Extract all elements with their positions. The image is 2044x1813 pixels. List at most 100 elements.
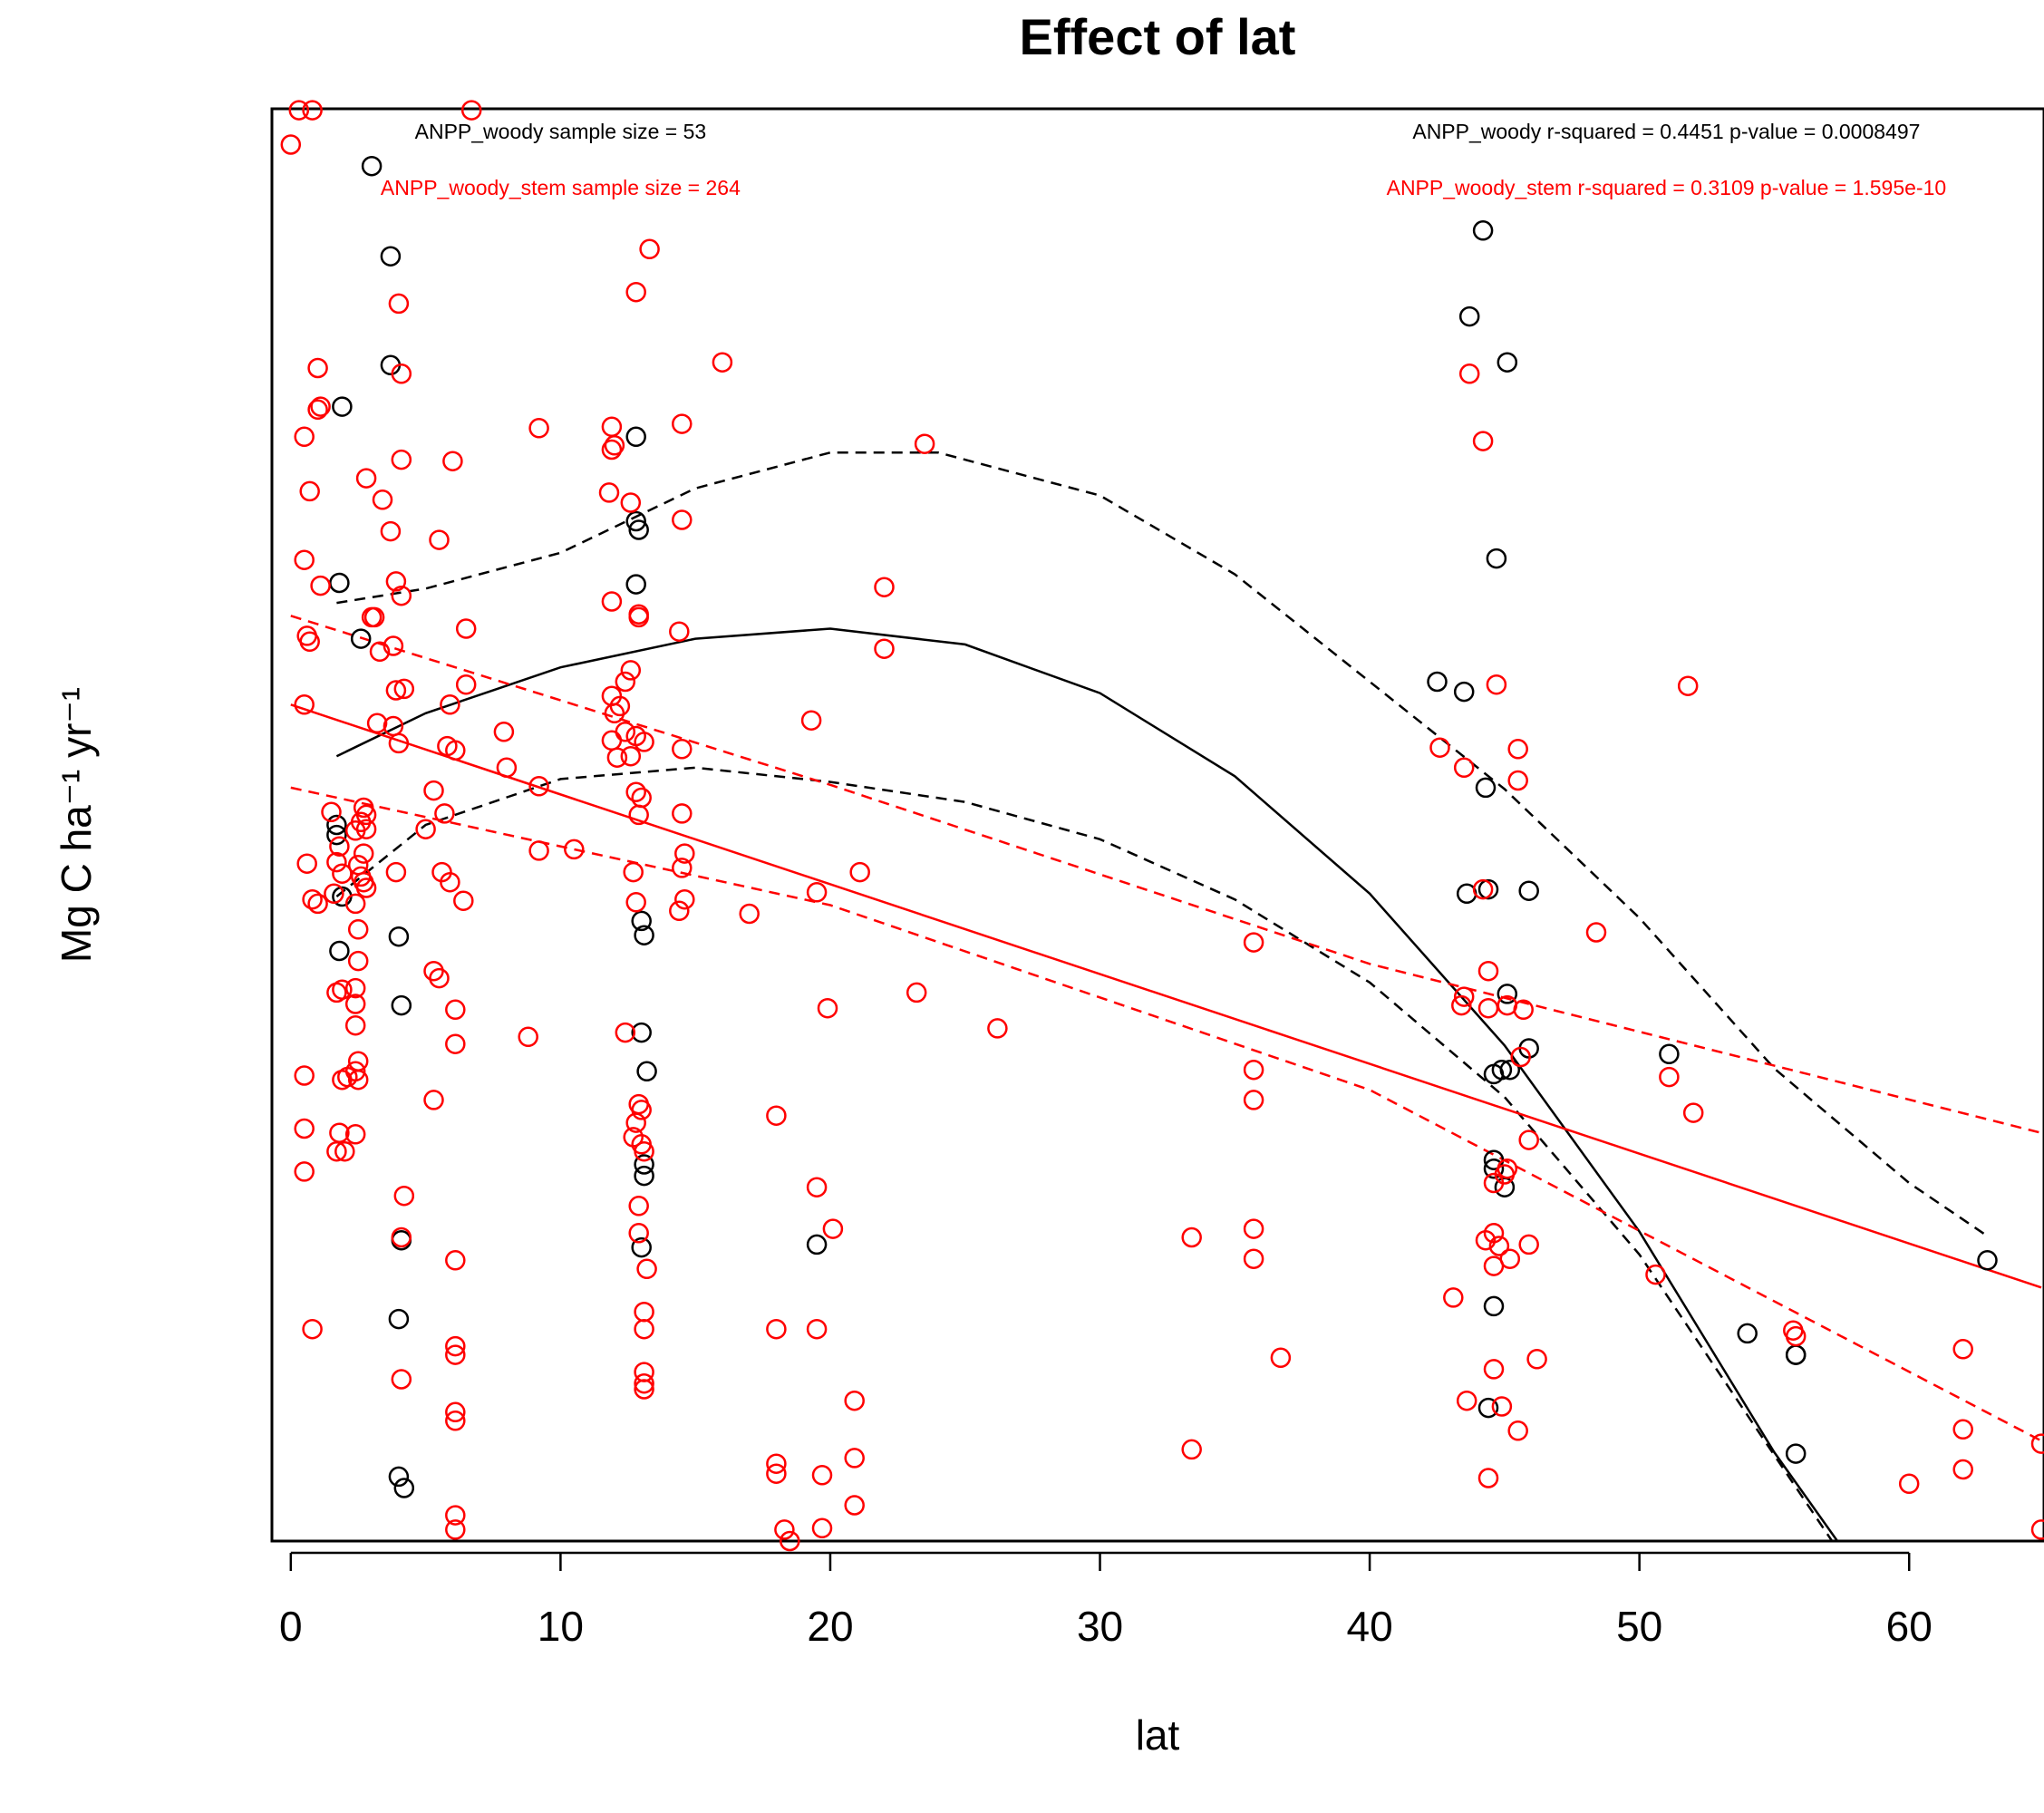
point-woody-stem-20 <box>302 1318 323 1340</box>
point-woody-stem-204 <box>1518 1129 1539 1150</box>
point-woody-0 <box>361 155 383 177</box>
point-woody-stem-192 <box>1472 431 1494 451</box>
point-woody-stem-181 <box>1181 1226 1202 1248</box>
point-woody-stem-70 <box>385 861 407 883</box>
point-woody-stem-143 <box>634 1372 654 1394</box>
fit-line-6 <box>290 786 2042 1442</box>
point-woody-stem-39 <box>344 977 366 999</box>
point-woody-stem-176 <box>874 577 895 597</box>
point-woody-stem-147 <box>712 352 733 373</box>
point-woody-stem-168 <box>844 1495 865 1516</box>
point-woody-stem-16 <box>307 893 328 915</box>
x-axis-label: lat <box>1136 1711 1180 1759</box>
point-woody-stem-171 <box>811 1465 833 1486</box>
point-woody-stem-98 <box>445 1519 466 1540</box>
point-woody-6 <box>628 519 649 540</box>
point-woody-15 <box>391 994 412 1016</box>
point-woody-stem-6 <box>310 396 331 417</box>
point-woody-stem-36 <box>344 893 366 915</box>
point-woody-13 <box>329 940 350 962</box>
point-woody-stem-2 <box>302 100 323 121</box>
point-woody-stem-154 <box>672 858 693 878</box>
point-woody-stem-68 <box>391 364 412 384</box>
point-woody-49 <box>1737 1323 1758 1344</box>
point-woody-7 <box>625 574 646 595</box>
point-woody-stem-194 <box>1507 739 1528 760</box>
point-woody-stem-7 <box>294 426 315 448</box>
point-woody-stem-165 <box>806 1318 828 1340</box>
point-woody-stem-222 <box>1677 675 1699 696</box>
point-woody-stem-37 <box>347 919 369 940</box>
point-woody-stem-170 <box>766 1463 787 1484</box>
point-woody-29 <box>1458 305 1480 327</box>
point-woody-stem-21 <box>321 801 342 823</box>
point-woody-31 <box>1486 548 1507 569</box>
point-woody-stem-34 <box>347 854 369 876</box>
point-woody-26 <box>393 1478 415 1498</box>
annotation-1: ANPP_woody sample size = 53 <box>415 120 707 143</box>
point-woody-stem-188 <box>1270 1347 1292 1369</box>
point-woody-stem-41 <box>344 1014 366 1036</box>
point-woody-stem-43 <box>344 1061 366 1082</box>
point-woody-20 <box>634 1154 654 1175</box>
point-woody-stem-38 <box>347 950 369 972</box>
point-woody-stem-69 <box>391 449 412 470</box>
point-woody-stem-230 <box>1952 1419 1973 1440</box>
point-woody-stem-79 <box>445 740 466 761</box>
point-woody-stem-156 <box>669 900 690 922</box>
point-woody-stem-202 <box>1513 999 1534 1021</box>
point-woody-stem-185 <box>1243 1090 1264 1110</box>
point-woody-stem-157 <box>739 903 760 925</box>
point-woody-stem-195 <box>1507 770 1528 791</box>
point-woody-stem-91 <box>423 1090 444 1110</box>
point-woody-stem-189 <box>1429 737 1450 758</box>
point-woody-stem-130 <box>615 1022 636 1043</box>
point-woody-stem-108 <box>604 435 625 456</box>
point-woody-18 <box>631 1022 652 1043</box>
point-woody-stem-32 <box>334 1140 355 1162</box>
fit-line-1 <box>335 627 1839 1541</box>
point-woody-stem-224 <box>1659 1066 1680 1088</box>
point-woody-stem-112 <box>628 606 649 628</box>
point-woody-stem-0 <box>280 134 302 155</box>
point-woody-stem-152 <box>672 803 693 824</box>
point-woody-stem-141 <box>634 1318 654 1340</box>
point-woody-stem-25 <box>324 883 344 905</box>
point-woody-37 <box>1518 880 1539 901</box>
point-woody-stem-225 <box>1682 1102 1704 1123</box>
point-woody-stem-134 <box>631 1100 652 1120</box>
point-woody-10 <box>326 814 347 836</box>
point-woody-stem-81 <box>434 803 455 824</box>
point-woody-stem-207 <box>1497 1158 1518 1179</box>
point-woody-stem-92 <box>445 1250 466 1271</box>
y-axis-label: Mg C ha⁻¹ yr⁻¹ <box>53 687 100 963</box>
point-woody-3 <box>332 396 353 417</box>
point-woody-32 <box>1427 671 1448 693</box>
chart-title: Effect of lat <box>1020 8 1296 65</box>
point-woody-stem-74 <box>415 819 436 839</box>
point-woody-stem-22 <box>329 836 350 857</box>
point-woody-stem-13 <box>294 694 315 715</box>
point-woody-stem-150 <box>669 621 690 642</box>
point-woody-stem-52 <box>353 871 374 893</box>
point-woody-stem-88 <box>445 1033 466 1054</box>
point-woody-stem-149 <box>672 509 693 530</box>
point-woody-stem-80 <box>442 451 463 471</box>
point-woody-stem-210 <box>1488 1236 1510 1256</box>
point-woody-stem-94 <box>445 1344 466 1365</box>
point-woody-stem-19 <box>294 1161 315 1182</box>
point-woody-22 <box>631 1236 652 1258</box>
point-woody-stem-167 <box>844 1448 865 1469</box>
point-woody-stem-99 <box>493 722 515 742</box>
point-woody-stem-10 <box>310 575 331 596</box>
point-woody-stem-103 <box>528 840 549 861</box>
point-woody-34 <box>1475 777 1497 799</box>
point-woody-stem-93 <box>445 1335 466 1357</box>
point-woody-stem-72 <box>391 1226 412 1248</box>
point-woody-stem-232 <box>2030 1433 2044 1454</box>
point-woody-9 <box>350 628 372 649</box>
point-woody-stem-64 <box>388 732 410 754</box>
point-woody-stem-145 <box>625 281 646 303</box>
point-woody-stem-175 <box>849 861 870 883</box>
point-woody-stem-220 <box>1477 1468 1499 1488</box>
